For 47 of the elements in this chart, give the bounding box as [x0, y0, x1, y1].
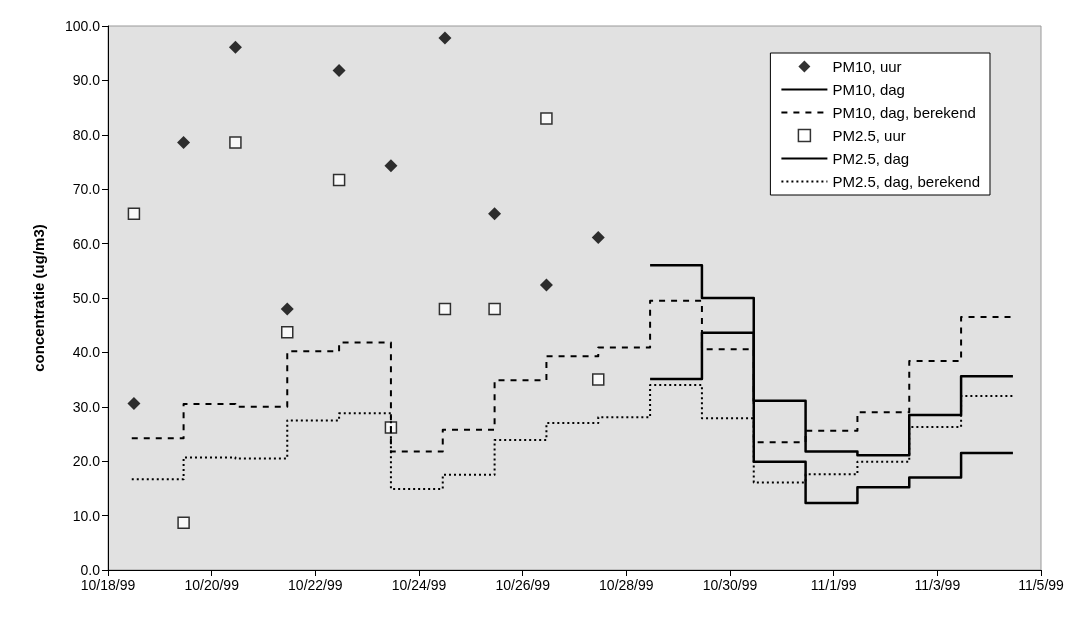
y-tick-label: 50.0 — [72, 290, 101, 306]
legend-label: PM2.5, uur — [832, 127, 906, 144]
x-tick-label: 10/22/99 — [288, 577, 343, 593]
y-axis-title: concentratie (ug/m3) — [30, 224, 47, 372]
x-tick-label: 10/30/99 — [702, 577, 758, 593]
point — [591, 231, 605, 245]
y-tick-label: 80.0 — [72, 126, 101, 143]
x-tick-label: 10/26/99 — [495, 577, 551, 593]
y-tick-label: 70.0 — [72, 181, 101, 198]
legend-label: PM10, dag, berekend — [832, 104, 976, 121]
x-tick-label: 11/3/99 — [914, 577, 961, 593]
point — [488, 207, 502, 221]
point — [228, 40, 242, 54]
point — [438, 31, 452, 45]
point — [488, 302, 501, 316]
point — [384, 159, 398, 173]
point — [540, 112, 553, 125]
y-tick-label: 90.0 — [72, 72, 101, 89]
y-tick-label: 30.0 — [72, 398, 101, 415]
legend-label: PM2.5, dag, berekend — [832, 173, 981, 190]
point — [332, 173, 346, 187]
x-tick-label: 10/28/99 — [599, 577, 654, 593]
y-tick-label: 20.0 — [72, 453, 101, 470]
point — [438, 302, 452, 316]
point — [177, 516, 190, 529]
y-tick-label: 60.0 — [72, 235, 101, 252]
x-tick-label: 11/1/99 — [810, 577, 857, 593]
legend-label: PM2.5, dag — [832, 150, 910, 167]
x-tick-label: 10/18/99 — [80, 577, 136, 593]
y-tick-label: 0.0 — [80, 562, 101, 578]
point — [592, 373, 605, 386]
y-tick-label: 100.0 — [64, 18, 101, 34]
y-tick-label: 40.0 — [72, 344, 101, 361]
point — [229, 136, 242, 149]
point — [281, 326, 294, 339]
point — [177, 135, 191, 149]
legend-label: PM10, dag — [832, 81, 905, 98]
point — [280, 302, 294, 316]
x-tick-label: 10/24/99 — [391, 577, 447, 593]
point — [127, 207, 141, 220]
legend-label: PM10, uur — [832, 58, 902, 75]
x-tick-label: 11/5/99 — [1018, 577, 1065, 593]
point — [127, 397, 141, 411]
point — [332, 64, 346, 78]
y-tick-label: 10.0 — [72, 507, 101, 524]
x-tick-label: 10/20/99 — [184, 577, 240, 593]
point — [539, 278, 553, 292]
